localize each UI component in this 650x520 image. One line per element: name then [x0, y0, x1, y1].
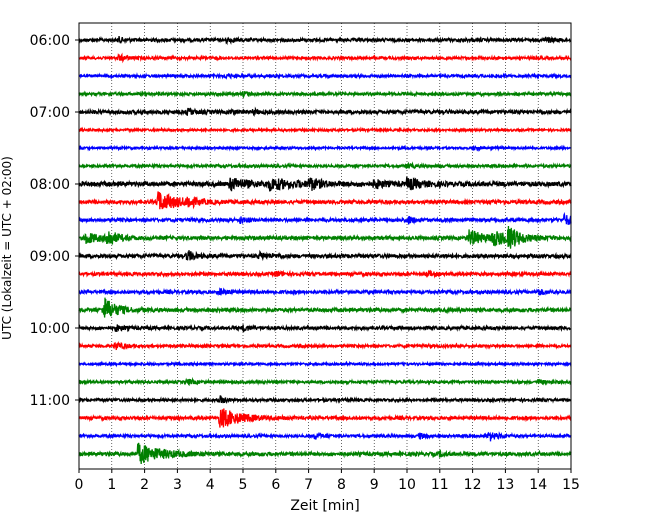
- seismic-trace-0730: [78, 144, 572, 153]
- y-axis-label: UTC (Lokalzeit = UTC + 02:00): [0, 156, 14, 340]
- x-tick-label: 0: [75, 477, 84, 493]
- y-tick-label: 09:00: [30, 249, 70, 265]
- seismic-trace-1115: [78, 408, 572, 428]
- x-tick-label: 2: [140, 477, 149, 493]
- seismic-trace-1015: [78, 340, 572, 351]
- y-tick-label: 07:00: [30, 105, 70, 121]
- vertical-grid: [111, 23, 539, 469]
- y-axis-ticks: 06:00 07:00 08:00 09:00 10:00 11:00: [30, 33, 79, 409]
- plot-frame: [78, 22, 572, 470]
- x-tick-label: 12: [464, 477, 482, 493]
- x-tick-label: 15: [562, 477, 580, 493]
- seismic-trace-1130: [78, 431, 572, 442]
- x-tick-label: 13: [496, 477, 514, 493]
- seismic-trace-1100: [78, 395, 572, 405]
- seismic-trace-0700: [78, 106, 572, 117]
- seismic-trace-0615: [78, 52, 572, 64]
- seismic-trace-0830: [78, 211, 572, 225]
- seismic-trace-1045: [78, 376, 572, 387]
- seismic-trace-0715: [78, 126, 572, 134]
- x-tick-label: 5: [239, 477, 248, 493]
- seismic-trace-0845: [78, 226, 572, 249]
- x-axis-label: Zeit [min]: [290, 498, 359, 514]
- y-tick-label: 10:00: [30, 321, 70, 337]
- y-tick-label: 08:00: [30, 177, 70, 193]
- y-tick-label: 11:00: [30, 393, 70, 409]
- seismic-trace-0930: [78, 287, 572, 297]
- x-tick-label: 8: [337, 477, 346, 493]
- x-tick-label: 1: [107, 477, 116, 493]
- x-tick-label: 14: [529, 477, 547, 493]
- seismic-trace-0915: [78, 269, 572, 279]
- seismic-trace-0630: [78, 72, 572, 80]
- seismic-trace-1000: [78, 323, 572, 333]
- seismic-traces: [78, 35, 572, 464]
- seismic-trace-0815: [78, 191, 572, 210]
- seismic-trace-0645: [78, 90, 572, 99]
- x-tick-label: 7: [304, 477, 313, 493]
- x-tick-label: 10: [398, 477, 416, 493]
- y-tick-label: 06:00: [30, 33, 70, 49]
- seismic-trace-0745: [78, 161, 572, 170]
- x-tick-label: 11: [431, 477, 449, 493]
- seismic-trace-0900: [78, 249, 572, 262]
- x-tick-label: 6: [271, 477, 280, 493]
- seismic-trace-1030: [78, 360, 572, 368]
- x-tick-label: 3: [173, 477, 182, 493]
- seismic-trace-0600: [78, 35, 572, 46]
- x-tick-label: 4: [206, 477, 215, 493]
- seismic-trace-0945: [78, 297, 572, 318]
- x-tick-label: 9: [370, 477, 379, 493]
- x-axis-ticks: 0 1 2 3 4 5 6 7 8 9 10 11 12 13 14 15: [75, 469, 580, 493]
- seismic-trace-0800: [78, 176, 572, 192]
- seismic-trace-1145: [78, 442, 572, 464]
